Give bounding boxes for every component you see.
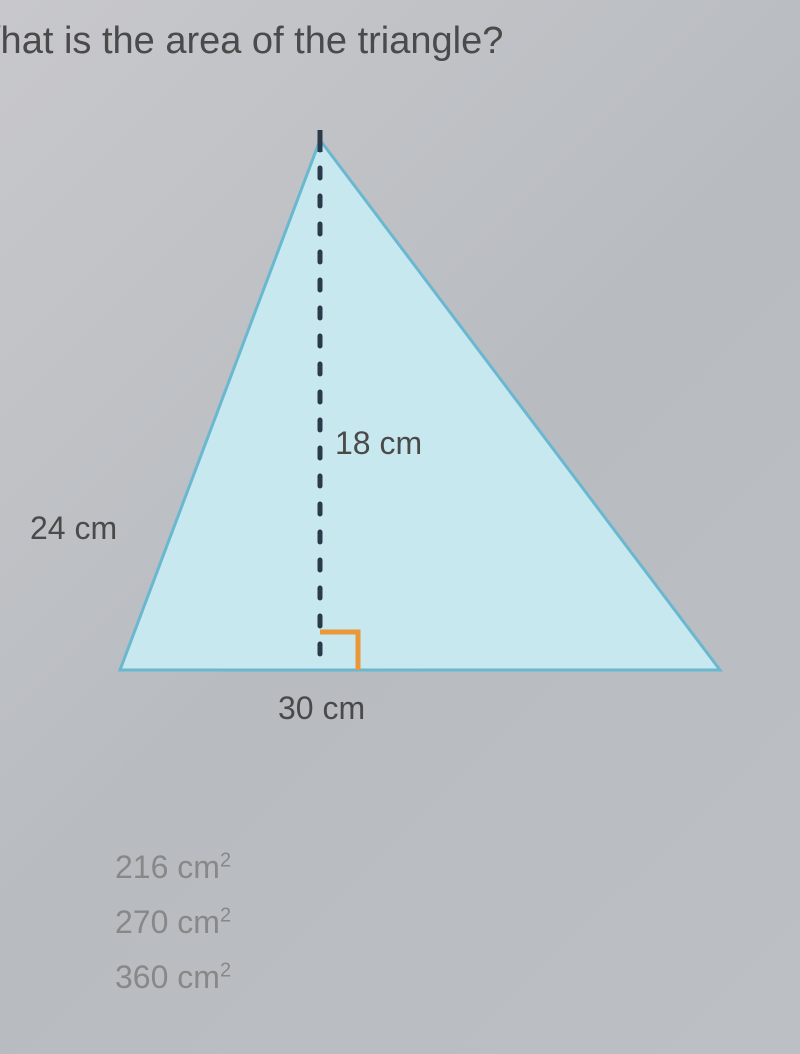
left-side-label: 24 cm (30, 510, 117, 547)
answer-unit: cm (177, 904, 220, 940)
answer-exp: 2 (220, 849, 231, 871)
answer-option[interactable]: 216 cm2 (115, 849, 231, 886)
answer-unit: cm (177, 959, 220, 995)
answer-option[interactable]: 270 cm2 (115, 904, 231, 941)
answer-exp: 2 (220, 959, 231, 981)
base-label: 30 cm (278, 690, 365, 727)
triangle-diagram: 24 cm 18 cm 30 cm (60, 130, 740, 750)
answer-value: 216 (115, 849, 168, 885)
question-text: /hat is the area of the triangle? (0, 20, 503, 63)
height-label: 18 cm (335, 425, 422, 462)
triangle-shape (120, 140, 720, 670)
answer-option[interactable]: 360 cm2 (115, 959, 231, 996)
answer-value: 360 (115, 959, 168, 995)
answer-value: 270 (115, 904, 168, 940)
answer-unit: cm (177, 849, 220, 885)
answer-exp: 2 (220, 904, 231, 926)
answer-choices: 216 cm2 270 cm2 360 cm2 (115, 849, 231, 1014)
